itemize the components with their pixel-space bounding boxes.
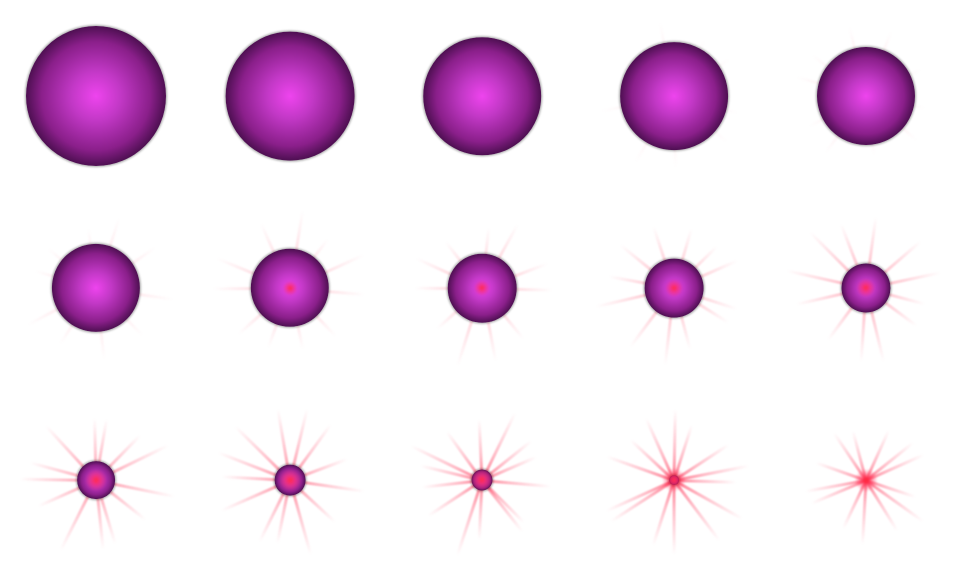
center-flare xyxy=(665,279,683,297)
center-flare xyxy=(856,278,876,298)
center-flare xyxy=(85,469,107,491)
energy-orb xyxy=(423,37,541,155)
energy-orb xyxy=(51,243,141,333)
energy-orb xyxy=(26,26,166,166)
center-flare xyxy=(279,469,301,491)
center-flare xyxy=(283,281,297,295)
center-flare xyxy=(855,469,877,491)
center-flare xyxy=(662,468,686,492)
center-flare xyxy=(470,468,494,492)
center-flare xyxy=(474,280,490,296)
energy-orb xyxy=(225,31,355,161)
energy-orb xyxy=(817,47,915,145)
energy-orb xyxy=(620,42,728,150)
